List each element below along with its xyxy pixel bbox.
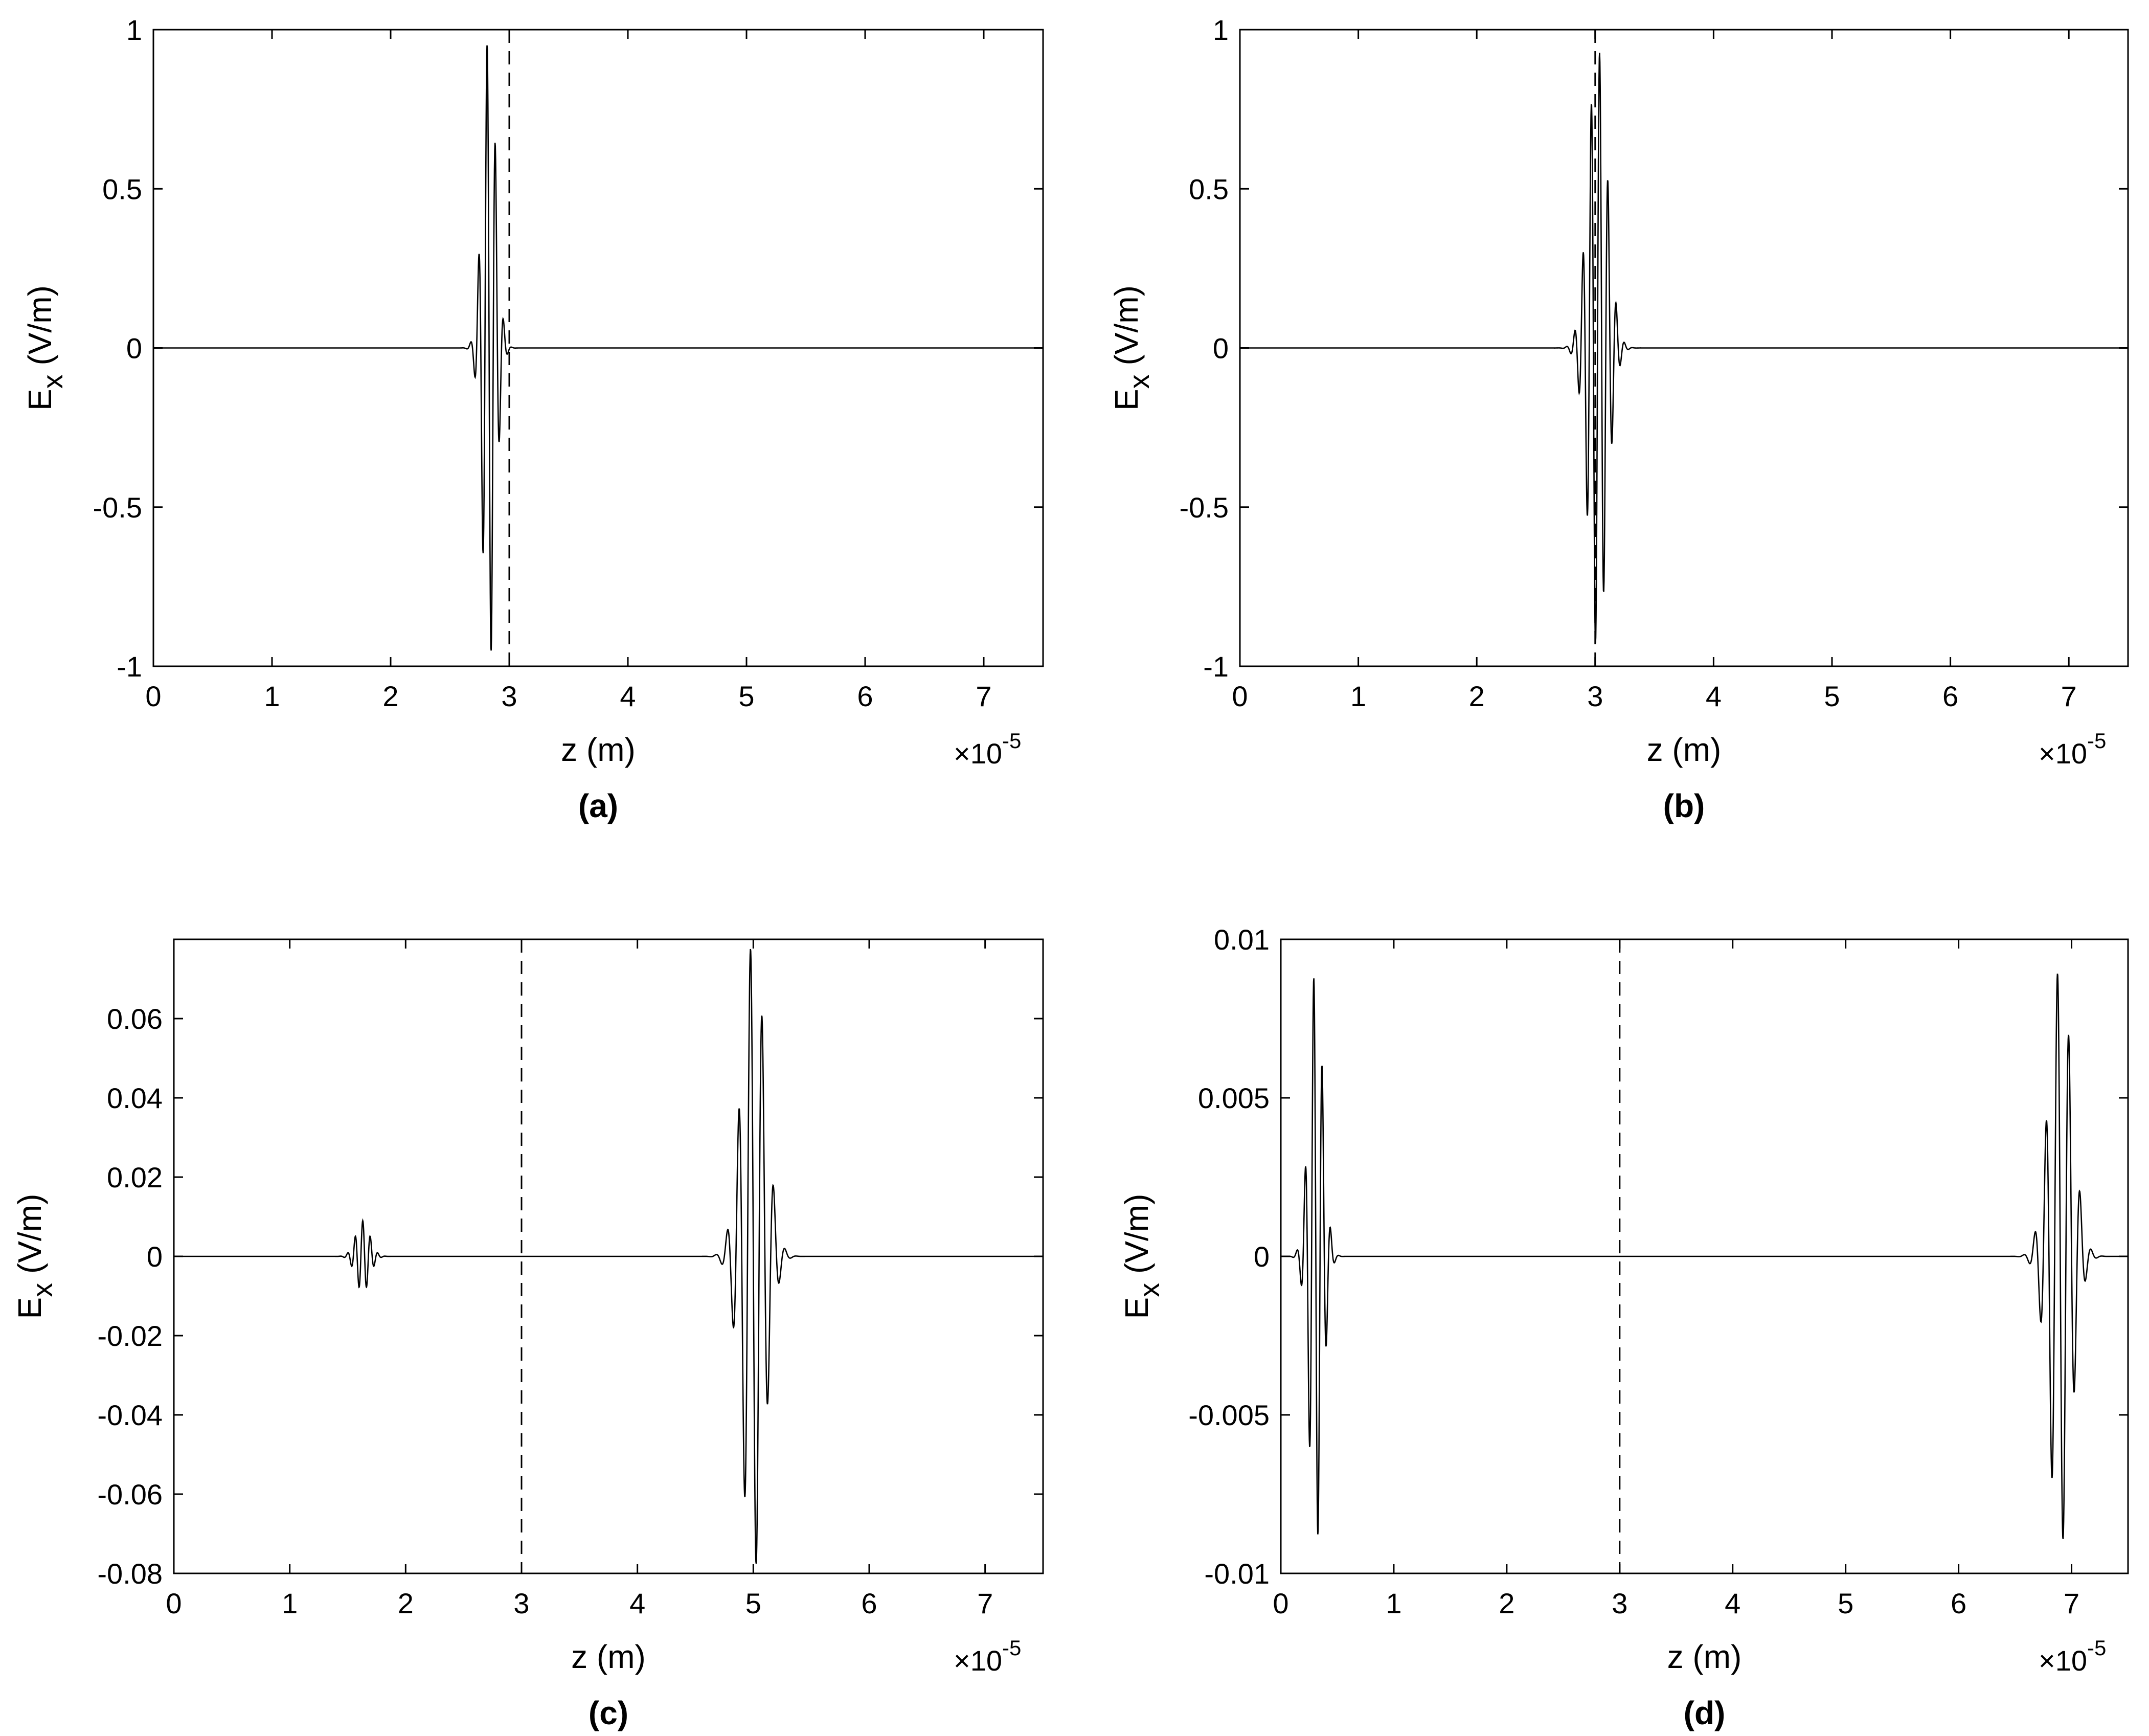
y-tick-label: 0.005 xyxy=(1198,1082,1270,1114)
x-tick-label: 0 xyxy=(1273,1587,1288,1619)
y-tick-label: 0.06 xyxy=(107,1003,163,1035)
x-tick-label: 3 xyxy=(513,1587,529,1619)
x-tick-label: 1 xyxy=(282,1587,298,1619)
y-tick-label: 0 xyxy=(1213,332,1229,365)
x-tick-label: 4 xyxy=(629,1587,645,1619)
y-tick-label: -0.02 xyxy=(97,1320,163,1352)
x-tick-label: 6 xyxy=(861,1587,877,1619)
x-exponent-label: ×10-5 xyxy=(2039,729,2106,770)
x-tick-label: 0 xyxy=(1232,680,1248,712)
y-tick-label: -0.04 xyxy=(97,1399,163,1431)
y-tick-label: 0.5 xyxy=(1189,173,1229,205)
y-tick-label: 1 xyxy=(1213,14,1229,46)
x-tick-label: 6 xyxy=(1951,1587,1966,1619)
x-tick-label: 3 xyxy=(1612,1587,1627,1619)
ex-field-trace xyxy=(153,45,1043,651)
x-exponent-label: ×10-5 xyxy=(954,1636,1021,1677)
subplot-caption: (b) xyxy=(1663,787,1705,824)
x-tick-label: 7 xyxy=(2064,1587,2079,1619)
subplot-c: 0 1 2 3 4 5 6 7 -0.08 -0.06 -0.04 -0.02 0 0.02 0.04 0.0… xyxy=(11,938,1044,1731)
subplot-caption: (a) xyxy=(578,787,618,824)
y-axis-label: Ex (V/m) xyxy=(21,285,69,411)
subplot-caption: (c) xyxy=(589,1695,628,1731)
x-tick-label: 5 xyxy=(1838,1587,1853,1619)
y-tick-label: 0 xyxy=(1254,1241,1270,1273)
x-tick-label: 2 xyxy=(382,680,398,712)
subplot-a: 0 1 2 3 4 5 6 7 -1 -0.5 0 0.5 1 z (m) ×10-5 (a) Ex (V/m) xyxy=(21,14,1044,824)
y-tick-label: -0.005 xyxy=(1188,1399,1270,1431)
y-axis-label: Ex (V/m) xyxy=(1108,285,1155,411)
x-tick-label: 4 xyxy=(1725,1587,1740,1619)
x-axis-label: z (m) xyxy=(571,1638,646,1675)
x-axis-label: z (m) xyxy=(1667,1638,1742,1675)
x-axis-label: z (m) xyxy=(1647,731,1722,768)
x-tick-label: 7 xyxy=(976,680,991,712)
x-exponent-label: ×10-5 xyxy=(2039,1636,2106,1677)
x-tick-label: 1 xyxy=(1350,680,1366,712)
y-axis-label: Ex (V/m) xyxy=(11,1194,58,1319)
x-tick-label: 4 xyxy=(620,680,636,712)
y-tick-label: 0.04 xyxy=(107,1082,163,1114)
x-tick-label: 0 xyxy=(145,680,161,712)
y-tick-label: -0.08 xyxy=(97,1558,163,1590)
x-tick-label: 4 xyxy=(1706,680,1722,712)
x-tick-label: 5 xyxy=(738,680,754,712)
x-tick-label: 3 xyxy=(1587,680,1603,712)
ex-field-trace xyxy=(174,949,1043,1564)
x-tick-label: 2 xyxy=(1469,680,1485,712)
y-tick-label: -0.01 xyxy=(1204,1558,1270,1590)
ex-field-trace xyxy=(1240,53,2128,643)
y-tick-label: 0 xyxy=(126,332,142,365)
x-tick-label: 2 xyxy=(1499,1587,1514,1619)
y-tick-label: 0 xyxy=(147,1241,163,1273)
x-tick-label: 1 xyxy=(264,680,280,712)
y-tick-label: 0.02 xyxy=(107,1161,163,1193)
ex-field-trace xyxy=(1281,973,2128,1540)
y-tick-label: 0.01 xyxy=(1214,923,1270,956)
x-tick-label: 0 xyxy=(166,1587,182,1619)
x-tick-label: 6 xyxy=(857,680,873,712)
y-tick-label: -0.5 xyxy=(1180,491,1229,524)
x-tick-label: 5 xyxy=(745,1587,761,1619)
x-tick-label: 6 xyxy=(1942,680,1958,712)
x-tick-label: 3 xyxy=(501,680,517,712)
y-tick-label: -1 xyxy=(117,650,142,683)
x-tick-label: 7 xyxy=(977,1587,993,1619)
y-tick-label: 0.5 xyxy=(102,173,142,205)
x-tick-label: 5 xyxy=(1824,680,1840,712)
x-tick-label: 2 xyxy=(398,1587,414,1619)
y-tick-label: 1 xyxy=(126,14,142,46)
y-tick-label: -1 xyxy=(1203,650,1229,683)
x-tick-label: 7 xyxy=(2061,680,2077,712)
y-tick-label: -0.06 xyxy=(97,1478,163,1510)
subplot-d: 0 1 2 3 4 5 6 7 -0.01 -0.005 0 0.005 0.01 z (m) ×10-5 (… xyxy=(1118,923,2129,1731)
x-tick-label: 1 xyxy=(1386,1587,1401,1619)
x-exponent-label: ×10-5 xyxy=(954,729,1021,770)
y-axis-label: Ex (V/m) xyxy=(1118,1194,1165,1319)
subplot-caption: (d) xyxy=(1684,1695,1726,1731)
subplot-b: 0 1 2 3 4 5 6 7 -1 -0.5 0 0.5 1 z (m) ×10-5 (b) Ex (V/m) xyxy=(1108,14,2129,824)
x-axis-label: z (m) xyxy=(561,731,636,768)
y-tick-label: -0.5 xyxy=(93,491,143,524)
